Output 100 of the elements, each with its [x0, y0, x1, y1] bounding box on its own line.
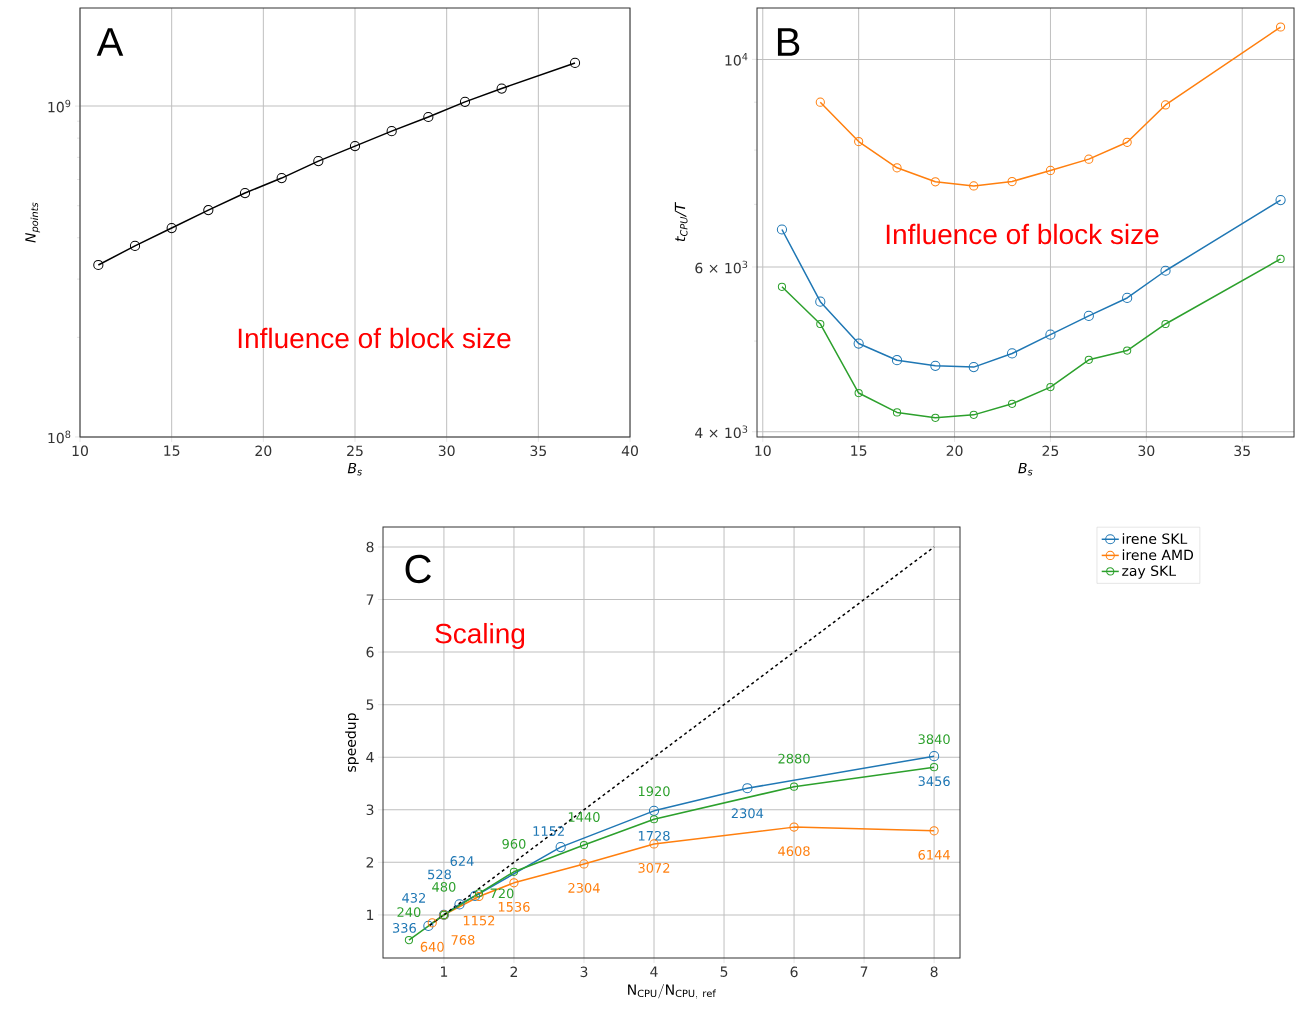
- point: [239, 187, 251, 199]
- y-tick-label: 10$^{8}$: [48, 430, 71, 444]
- point: [854, 388, 863, 398]
- x-tick-label: 1: [441, 966, 448, 977]
- point: [1122, 292, 1133, 304]
- x-tick-label: 10: [755, 445, 771, 457]
- point: [386, 126, 397, 137]
- point: [930, 177, 940, 187]
- point: [166, 222, 177, 234]
- point: [789, 782, 799, 791]
- point: [892, 163, 902, 173]
- annotation: 1728: [638, 830, 670, 841]
- y-tick-label: 4 × 10$^{3}$: [695, 425, 748, 439]
- x-tick-label: 20: [946, 445, 963, 457]
- point: [459, 96, 471, 107]
- x-tick-label: 30: [438, 445, 455, 457]
- point: [776, 224, 788, 235]
- point: [349, 141, 361, 152]
- x-tick-label: 20: [255, 445, 272, 457]
- point: [1006, 348, 1018, 359]
- point: [1161, 319, 1170, 329]
- annotation: 3456: [918, 776, 950, 787]
- point: [1007, 176, 1017, 187]
- point: [969, 181, 979, 191]
- x-tick-label: 15: [164, 445, 180, 456]
- point: [1007, 399, 1017, 408]
- point: [969, 410, 978, 419]
- point: [742, 783, 753, 794]
- y-tick-label: 8: [366, 541, 374, 553]
- point: [423, 920, 434, 932]
- x-axis-title: B$_{s}$: [347, 462, 362, 476]
- point: [892, 408, 902, 417]
- point: [579, 840, 589, 850]
- point: [968, 362, 979, 373]
- annotation: 480: [432, 881, 456, 892]
- annotation: A: [96, 28, 124, 56]
- point: [789, 822, 799, 832]
- point: [454, 899, 465, 910]
- point: [1045, 165, 1056, 176]
- x-tick-label: 25: [1042, 445, 1059, 457]
- point: [1045, 329, 1056, 340]
- annotation: 6144: [918, 849, 950, 860]
- y-axis-title: t$_{CPU}$/T: [674, 201, 688, 242]
- point: [815, 97, 825, 107]
- annotation: 640: [420, 941, 444, 952]
- annotation: 720: [490, 888, 514, 899]
- point: [816, 319, 825, 329]
- x-tick-label: 6: [790, 966, 798, 978]
- point: [930, 360, 941, 371]
- x-tick-label: 40: [621, 445, 638, 457]
- point: [648, 805, 660, 816]
- x-tick-label: 15: [851, 445, 867, 456]
- y-axis-title: N$_{points}$: [25, 202, 41, 243]
- annotation: 240: [397, 907, 421, 918]
- x-tick-label: 35: [1234, 445, 1250, 457]
- annotation: 3840: [918, 734, 950, 745]
- annotation: 624: [450, 856, 474, 866]
- x-tick-label: 35: [530, 445, 547, 457]
- y-tick-label: 3: [366, 804, 374, 816]
- y-tick-label: 7: [366, 594, 374, 605]
- x-tick-label: 30: [1138, 445, 1155, 457]
- y-tick-label: 5: [366, 699, 374, 710]
- y-tick-label: 10$^{4}$: [725, 53, 748, 66]
- y-tick-label: 10$^{9}$: [48, 99, 71, 113]
- point: [1122, 137, 1132, 147]
- x-tick-label: 7: [860, 966, 868, 977]
- annotation: 1152: [463, 915, 495, 926]
- y-tick-label: 1: [367, 909, 374, 920]
- point: [496, 83, 507, 94]
- y-tick-label: 4: [366, 752, 374, 763]
- point: [1084, 154, 1094, 164]
- annotation: 1152: [533, 826, 564, 837]
- annotation: 2304: [731, 808, 764, 819]
- point: [469, 890, 481, 902]
- point: [1160, 100, 1171, 110]
- y-axis-title: speedup: [345, 713, 359, 772]
- point: [853, 338, 864, 349]
- point: [1084, 355, 1093, 364]
- annotation: Influence of block size: [886, 223, 1159, 245]
- point: [929, 751, 940, 762]
- annotation: 768: [451, 934, 475, 945]
- legend-label: zay SKL: [1122, 565, 1176, 579]
- point: [404, 936, 414, 945]
- point: [427, 918, 437, 928]
- annotation: 3072: [638, 863, 670, 873]
- point: [1046, 382, 1055, 392]
- legend-label: irene AMD: [1122, 549, 1194, 561]
- annotation: B: [777, 28, 800, 56]
- point: [1275, 194, 1286, 206]
- point: [854, 136, 864, 147]
- point: [313, 156, 324, 167]
- point: [1275, 22, 1286, 32]
- point: [569, 57, 581, 69]
- y-tick-label: 6: [366, 646, 374, 658]
- x-tick-label: 25: [347, 445, 363, 457]
- y-tick-label: 6 × 10$^{3}$: [695, 260, 748, 274]
- point: [93, 259, 104, 271]
- annotation: 528: [428, 869, 451, 880]
- point: [509, 878, 519, 888]
- point: [929, 826, 939, 836]
